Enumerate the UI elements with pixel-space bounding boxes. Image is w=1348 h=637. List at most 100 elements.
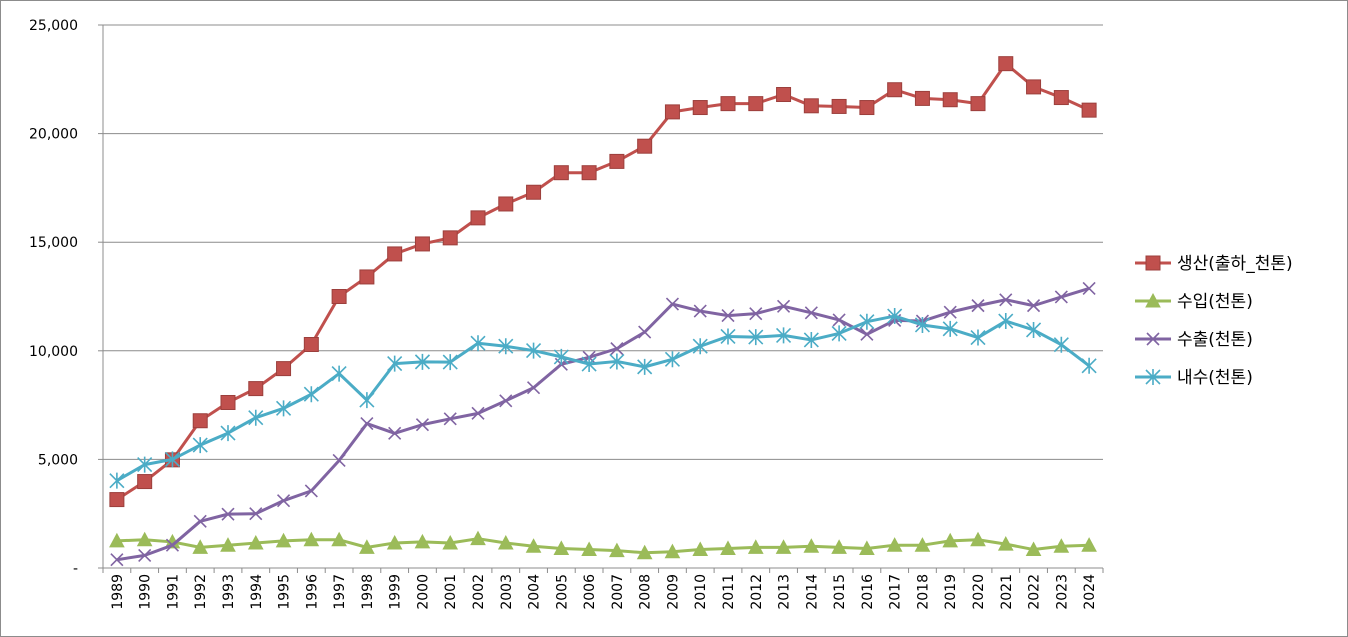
x-tick-label: 2012 — [749, 574, 765, 610]
data-point — [637, 138, 653, 154]
data-point — [1081, 102, 1097, 118]
x-tick-label: 2014 — [804, 574, 820, 610]
data-point — [1081, 537, 1097, 552]
data-point — [414, 533, 431, 549]
data-point — [1053, 336, 1069, 353]
data-point — [971, 299, 985, 313]
data-point — [192, 437, 208, 454]
data-point — [304, 484, 318, 498]
data-point — [831, 98, 847, 114]
data-point — [497, 534, 514, 550]
x-tick-label: 2010 — [693, 574, 709, 610]
data-point — [526, 381, 541, 395]
legend-label: 생산(출하_천톤) — [1177, 254, 1293, 274]
data-point — [747, 539, 764, 554]
x-tick-label: 1997 — [332, 574, 348, 610]
data-point — [692, 100, 708, 116]
data-point — [664, 104, 680, 120]
data-point — [331, 289, 347, 304]
x-tick-label: 2011 — [721, 574, 737, 610]
x-tick-label: 1990 — [138, 574, 154, 610]
data-point — [220, 425, 236, 442]
series-2 — [109, 530, 1097, 560]
x-tick-label: 2020 — [971, 574, 987, 610]
data-point — [498, 338, 514, 355]
data-point — [443, 412, 457, 426]
data-point — [387, 355, 403, 372]
data-point — [247, 534, 264, 550]
data-point — [414, 353, 431, 370]
data-point — [803, 98, 819, 114]
data-point — [1026, 299, 1041, 313]
data-point — [1146, 332, 1160, 346]
data-point — [638, 325, 652, 339]
data-point — [720, 540, 736, 555]
data-point — [720, 328, 736, 345]
data-point — [442, 354, 458, 371]
data-point — [748, 329, 764, 346]
data-point — [775, 327, 792, 344]
data-point — [387, 246, 403, 262]
gridlines — [103, 24, 1103, 460]
data-point — [581, 541, 597, 557]
data-point — [553, 165, 569, 181]
data-point — [471, 406, 485, 420]
legend-item: 수출(천톤) — [1135, 330, 1253, 350]
series-line — [116, 62, 1090, 501]
y-tick-label: 15,000 — [29, 235, 78, 251]
x-tick-label: 2024 — [1082, 574, 1098, 610]
data-point — [832, 313, 846, 327]
x-tick-label: 1994 — [249, 574, 265, 610]
data-point — [886, 537, 903, 552]
x-tick-label: 2023 — [1054, 574, 1070, 610]
data-point — [1026, 79, 1042, 95]
x-tick-label: 2004 — [527, 574, 543, 610]
data-point — [498, 196, 514, 212]
data-point — [470, 335, 486, 352]
data-point — [359, 539, 375, 554]
data-point — [749, 307, 763, 321]
data-point — [859, 100, 875, 116]
series-line — [116, 314, 1091, 482]
x-tick-label: 1989 — [110, 574, 126, 610]
data-point — [609, 542, 625, 558]
data-point — [970, 531, 986, 547]
data-point — [664, 351, 681, 368]
x-tick-label: 2017 — [888, 574, 904, 610]
series-line — [116, 537, 1090, 555]
data-point — [136, 531, 153, 547]
data-point — [860, 327, 874, 341]
data-point — [1053, 538, 1070, 553]
data-point — [525, 538, 542, 553]
data-point — [165, 538, 180, 552]
data-point — [525, 342, 542, 359]
data-point — [720, 96, 736, 112]
data-point — [1053, 90, 1069, 106]
data-point — [470, 210, 486, 226]
data-point — [415, 418, 430, 432]
x-tick-label: 2000 — [415, 574, 431, 610]
legend-item: 생산(출하_천톤) — [1135, 254, 1293, 274]
x-tick-label: 2015 — [832, 574, 848, 610]
data-point — [998, 56, 1014, 72]
data-point — [249, 507, 263, 521]
data-point — [664, 543, 681, 559]
legend: 생산(출하_천톤) 수입(천톤) 수출(천톤) 내수(천톤) — [1135, 254, 1293, 388]
data-point — [109, 472, 125, 489]
data-point — [803, 331, 819, 348]
x-tick-label: 2021 — [999, 574, 1015, 610]
y-tick-label: 10,000 — [29, 344, 78, 360]
data-point — [1025, 321, 1042, 338]
data-point — [609, 353, 625, 370]
data-point — [609, 153, 625, 169]
data-point — [1054, 290, 1068, 304]
data-point — [414, 236, 430, 252]
data-point — [303, 337, 319, 353]
data-point — [1145, 255, 1161, 271]
data-point — [721, 309, 735, 323]
data-point — [137, 456, 153, 473]
data-point — [692, 541, 709, 557]
x-tick-label: 2001 — [443, 574, 459, 610]
